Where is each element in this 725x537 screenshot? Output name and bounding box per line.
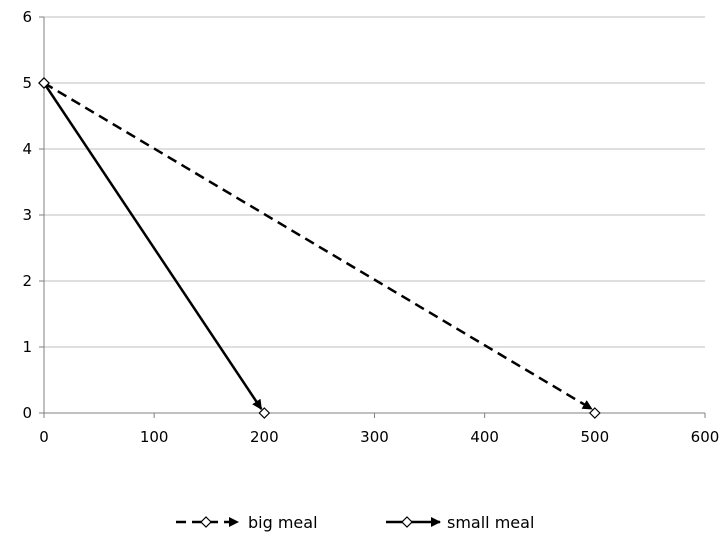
- y-tick-label: 5: [22, 74, 32, 92]
- legend-item: big meal: [176, 513, 318, 532]
- y-tick-label: 6: [22, 8, 32, 26]
- y-tick-label: 1: [22, 338, 32, 356]
- x-tick-label: 400: [470, 428, 499, 446]
- tick-labels: 0 1 2 3 4 5 6 0 100 200 300 400 500 600: [22, 8, 719, 446]
- series-layer: [38, 77, 601, 419]
- data-point: [38, 77, 50, 89]
- x-tick-label: 200: [250, 428, 279, 446]
- x-tick-label: 0: [39, 428, 49, 446]
- axes: [39, 16, 706, 418]
- series-line: [43, 81, 593, 411]
- data-point: [258, 407, 271, 419]
- legend-marker: [200, 516, 212, 528]
- legend-marker: [401, 516, 413, 528]
- legend-item: small meal: [386, 513, 534, 532]
- x-tick-label: 300: [360, 428, 389, 446]
- x-tick-label: 600: [691, 428, 720, 446]
- series-small-meal: [38, 77, 271, 419]
- data-point: [588, 407, 601, 419]
- x-tick-label: 500: [581, 428, 610, 446]
- legend-label: small meal: [447, 513, 534, 532]
- series-big-meal: [38, 77, 601, 419]
- legend-label: big meal: [248, 513, 318, 532]
- gridlines: [44, 16, 705, 348]
- y-tick-label: 3: [22, 206, 32, 224]
- x-tick-label: 100: [140, 428, 169, 446]
- series-line: [42, 82, 263, 410]
- y-tick-label: 4: [22, 140, 32, 158]
- y-tick-label: 2: [22, 272, 32, 290]
- legend: big meal small meal: [176, 513, 534, 532]
- y-tick-label: 0: [22, 404, 32, 422]
